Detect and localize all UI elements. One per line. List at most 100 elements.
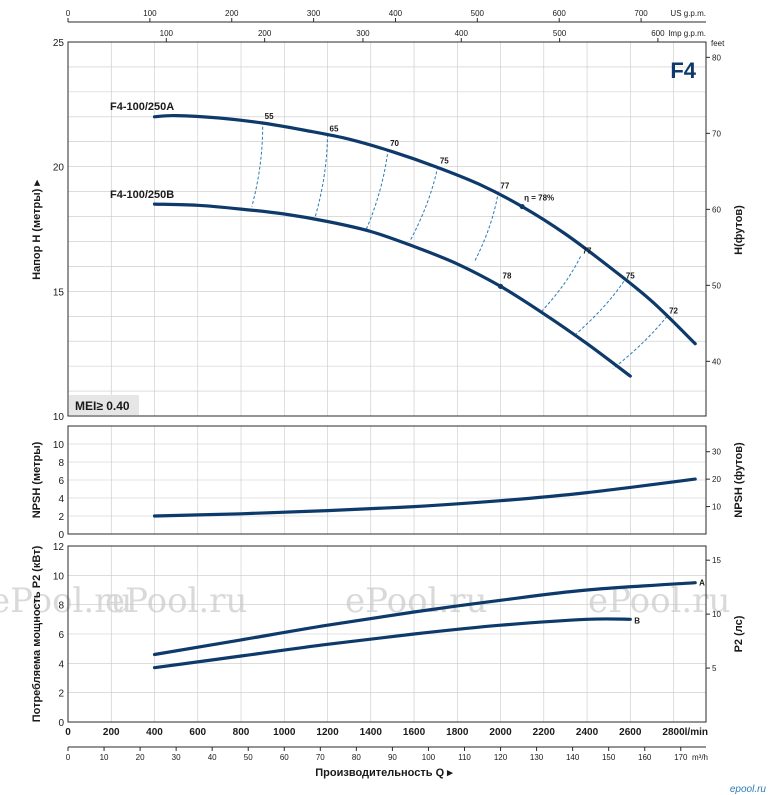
efficiency-label: 70: [390, 139, 399, 148]
lmin-tick: 2200: [533, 727, 556, 738]
m3h-tick: 150: [602, 753, 616, 762]
lmin-tick: 1000: [273, 727, 296, 738]
m3h-tick: 40: [208, 753, 217, 762]
efficiency-label: 65: [330, 124, 339, 133]
npsh-ytick: 2: [58, 512, 64, 523]
lmin-tick: 2600: [619, 727, 642, 738]
npsh-ytick: 0: [58, 530, 64, 541]
efficiency-label: 55: [265, 112, 274, 121]
npsh-ytick-right: 20: [712, 475, 721, 484]
power-curve-b: [152, 617, 632, 670]
efficiency-line: [474, 191, 499, 262]
efficiency-line: [409, 166, 439, 242]
efficiency-lines-layer: [251, 121, 668, 370]
m3h-tick: 30: [172, 753, 181, 762]
efficiency-line: [365, 149, 389, 230]
m3h-tick: 160: [638, 753, 652, 762]
usgpm-tick: 500: [471, 9, 485, 18]
m3h-tick: 140: [566, 753, 580, 762]
usgpm-tick: 400: [389, 9, 403, 18]
usgpm-tick: 300: [307, 9, 321, 18]
efficiency-line: [612, 315, 668, 370]
npsh-ytick: 10: [53, 440, 65, 451]
npsh-ylabel-right: NPSH (футов): [733, 442, 745, 518]
grid-layer: [68, 42, 706, 722]
efficiency-line: [541, 256, 582, 312]
usgpm-unit: US g.p.m.: [670, 9, 706, 18]
impgpm-tick: 400: [455, 29, 469, 38]
efficiency-label: 75: [626, 271, 635, 280]
curves-layer: [152, 113, 697, 670]
mei-label: MEI≥ 0.40: [75, 399, 130, 413]
lmin-tick: 0: [65, 727, 71, 738]
power-ylabel: Потребляема мощность P2 (кВт): [31, 545, 43, 722]
panel-frame-head: [67, 41, 707, 417]
watermark-text: ePool.ru: [0, 581, 132, 621]
bep-label: 78: [503, 271, 512, 280]
usgpm-tick: 0: [66, 9, 71, 18]
npsh-ytick: 4: [58, 494, 64, 505]
power-series-label-a: A: [699, 579, 705, 588]
lmin-tick: 1600: [403, 727, 426, 738]
corner-logo: epool.ru: [730, 784, 767, 795]
panel-frame-npsh: [67, 425, 707, 535]
m3h-tick: 0: [66, 753, 71, 762]
head-ytick-right: 40: [712, 357, 721, 366]
power-ytick: 2: [58, 689, 64, 700]
lmin-tick: 800: [233, 727, 250, 738]
npsh-ytick: 8: [58, 458, 64, 469]
m3h-tick: 90: [388, 753, 397, 762]
efficiency-label: 77: [583, 246, 592, 255]
panel-frames: [67, 41, 707, 723]
usgpm-tick: 100: [143, 9, 157, 18]
feet-unit-label: feet: [711, 39, 725, 48]
m3h-tick: 170: [674, 753, 688, 762]
usgpm-tick: 200: [225, 9, 239, 18]
m3h-tick: 20: [136, 753, 145, 762]
labels-layer: F4-100/250AF4-100/250B5565707577777572η …: [31, 9, 766, 795]
efficiency-label: 77: [500, 182, 509, 191]
m3h-tick: 130: [530, 753, 544, 762]
head-ylabel: Напор H (метры) ▸: [31, 180, 43, 280]
panel-frame-power: [67, 545, 707, 723]
lmin-tick: 2000: [489, 727, 512, 738]
head-ylabel-right: H(футов): [733, 205, 745, 255]
impgpm-tick: 300: [356, 29, 370, 38]
power-ytick: 12: [53, 542, 65, 553]
power-ytick-right: 15: [712, 556, 721, 565]
m3h-unit: m³/h: [692, 753, 708, 762]
power-ytick-right: 10: [712, 610, 721, 619]
lmin-tick: 1200: [316, 727, 339, 738]
impgpm-tick: 500: [553, 29, 567, 38]
impgpm-tick: 600: [651, 29, 665, 38]
series-label-b: F4-100/250B: [110, 189, 174, 201]
power-curve-a: [152, 581, 697, 657]
m3h-tick: 80: [352, 753, 361, 762]
head-ytick-right: 70: [712, 129, 721, 138]
power-ytick: 4: [58, 659, 64, 670]
bep-point: [519, 203, 525, 210]
lmin-unit: l/min: [685, 727, 708, 738]
head-curve-b: [152, 202, 632, 378]
usgpm-tick: 600: [553, 9, 567, 18]
watermark-text: ePool.ru: [105, 581, 247, 621]
lmin-tick: 200: [103, 727, 120, 738]
lmin-tick: 600: [189, 727, 206, 738]
series-label-a: F4-100/250A: [110, 101, 174, 113]
efficiency-label: 75: [440, 157, 449, 166]
efficiency-label: 72: [669, 306, 678, 315]
lmin-tick: 1400: [360, 727, 383, 738]
lmin-tick: 1800: [446, 727, 469, 738]
lmin-tick: 2800: [662, 727, 685, 738]
power-ytick: 0: [58, 718, 64, 729]
head-ytick-right: 80: [712, 53, 721, 62]
head-ytick: 20: [53, 163, 65, 174]
efficiency-line: [251, 121, 264, 207]
power-ytick: 8: [58, 601, 64, 612]
model-badge: F4: [670, 58, 696, 83]
npsh-ylabel: NPSH (метры): [31, 441, 43, 518]
m3h-tick: 110: [458, 753, 471, 762]
power-ylabel-right: P2 (лс): [733, 615, 745, 652]
